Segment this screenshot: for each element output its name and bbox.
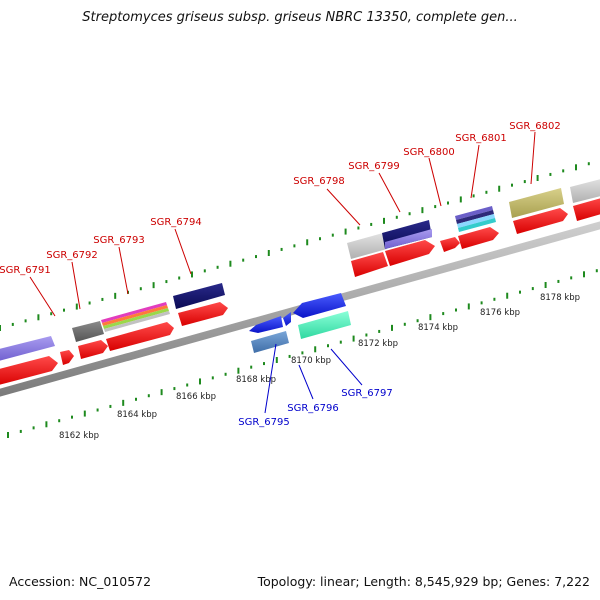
gene-arrow-SGR_6801[interactable] xyxy=(458,227,499,249)
feature-box-steel[interactable] xyxy=(251,331,289,353)
axis-tick-label: 8174 kbp xyxy=(418,323,458,333)
minus-strand-genes xyxy=(249,293,351,353)
feature-box[interactable] xyxy=(72,321,104,342)
axis-tick-label: 8164 kbp xyxy=(117,410,157,420)
gene-arrow-SGR_6795[interactable] xyxy=(249,316,283,333)
topology-label: Topology: linear; Length: 8,545,929 bp; … xyxy=(257,574,590,589)
gene-arrow-SGR_6794[interactable] xyxy=(178,302,228,326)
feature-box[interactable] xyxy=(385,229,432,249)
gene-label[interactable]: SGR_6794 xyxy=(150,217,202,228)
axis-tick-label: 8170 kbp xyxy=(291,356,331,366)
gene-label[interactable]: SGR_6791 xyxy=(0,265,51,276)
gene-label[interactable]: SGR_6796 xyxy=(287,403,339,414)
feature-box[interactable] xyxy=(173,283,225,309)
gene-arrow-SGR_6791[interactable] xyxy=(0,356,58,386)
map-title: Streptomyces griseus subsp. griseus NBRC… xyxy=(82,10,518,25)
gene-labels: SGR_6791 SGR_6792 SGR_6793 SGR_6794 SGR_… xyxy=(0,121,561,428)
feature-multicolor-box[interactable] xyxy=(101,302,170,332)
axis-tick-label: 8176 kbp xyxy=(480,308,520,318)
feature-box-mint[interactable] xyxy=(298,311,351,339)
gene-arrow-SGR_6792a[interactable] xyxy=(60,350,74,365)
feature-box[interactable] xyxy=(509,188,564,218)
gene-label[interactable]: SGR_6799 xyxy=(348,161,400,172)
upper-tick-track xyxy=(0,162,590,331)
gene-arrow-SGR_6800[interactable] xyxy=(440,237,460,252)
axis-tick-label: 8178 kbp xyxy=(540,293,580,303)
gene-arrow-SGR_6802[interactable] xyxy=(513,208,568,234)
accession-label: Accession: NC_010572 xyxy=(9,574,152,589)
axis-tick-label: 8162 kbp xyxy=(59,431,99,441)
lower-tick-track xyxy=(7,269,598,438)
gene-label[interactable]: SGR_6793 xyxy=(93,235,145,246)
axis-tick-label: 8168 kbp xyxy=(236,375,276,385)
gene-arrow-SGR_6798[interactable] xyxy=(351,252,388,277)
gene-label[interactable]: SGR_6792 xyxy=(46,250,98,261)
feature-box[interactable] xyxy=(570,178,600,203)
gene-label[interactable]: SGR_6801 xyxy=(455,133,507,144)
plus-strand-genes xyxy=(0,197,600,386)
gene-arrow-SGR_6792[interactable] xyxy=(78,340,108,359)
label-leaders xyxy=(29,131,536,414)
gene-arrow-SGR_6793[interactable] xyxy=(106,322,174,351)
feature-box[interactable] xyxy=(0,336,55,362)
gene-label[interactable]: SGR_6800 xyxy=(403,147,455,158)
feature-stack-box[interactable] xyxy=(455,206,496,232)
plus-strand-features xyxy=(0,178,600,362)
gene-label[interactable]: SGR_6798 xyxy=(293,176,345,187)
gene-label[interactable]: SGR_6802 xyxy=(509,121,561,132)
axis-tick-label: 8166 kbp xyxy=(176,392,216,402)
gene-arrow-SGR_6795b[interactable] xyxy=(283,312,291,326)
axis-tick-label: 8172 kbp xyxy=(358,339,398,349)
gene-label[interactable]: SGR_6795 xyxy=(238,417,290,428)
gene-arrow-SGR_6796[interactable] xyxy=(293,293,346,318)
feature-box[interactable] xyxy=(347,233,387,259)
axis-tick-labels: 8162 kbp 8164 kbp 8166 kbp 8168 kbp 8170 kbp… xyxy=(59,293,580,441)
gene-arrow-next[interactable] xyxy=(573,197,600,221)
gene-arrow-SGR_6799[interactable] xyxy=(385,240,435,266)
gene-label[interactable]: SGR_6797 xyxy=(341,388,393,399)
